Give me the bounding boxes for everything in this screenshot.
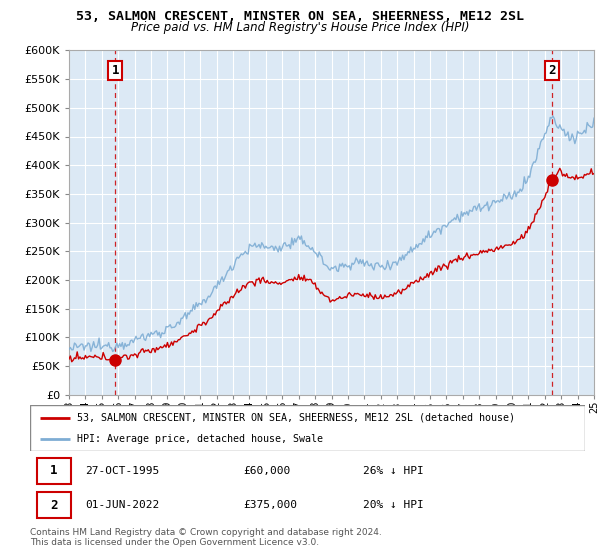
Text: 53, SALMON CRESCENT, MINSTER ON SEA, SHEERNESS, ME12 2SL: 53, SALMON CRESCENT, MINSTER ON SEA, SHE… <box>76 10 524 23</box>
Text: £375,000: £375,000 <box>244 500 298 510</box>
Text: 2: 2 <box>548 64 556 77</box>
Bar <box>37 458 71 484</box>
Text: 20% ↓ HPI: 20% ↓ HPI <box>363 500 424 510</box>
Text: 27-OCT-1995: 27-OCT-1995 <box>86 466 160 476</box>
Text: 2: 2 <box>50 498 58 511</box>
Text: Price paid vs. HM Land Registry's House Price Index (HPI): Price paid vs. HM Land Registry's House … <box>131 21 469 34</box>
Bar <box>37 492 71 518</box>
Text: Contains HM Land Registry data © Crown copyright and database right 2024.
This d: Contains HM Land Registry data © Crown c… <box>30 528 382 547</box>
Text: £60,000: £60,000 <box>244 466 291 476</box>
Text: 26% ↓ HPI: 26% ↓ HPI <box>363 466 424 476</box>
Text: 53, SALMON CRESCENT, MINSTER ON SEA, SHEERNESS, ME12 2SL (detached house): 53, SALMON CRESCENT, MINSTER ON SEA, SHE… <box>77 413 515 423</box>
Text: 1: 1 <box>50 464 58 477</box>
Text: 01-JUN-2022: 01-JUN-2022 <box>86 500 160 510</box>
Text: 1: 1 <box>112 64 119 77</box>
Text: HPI: Average price, detached house, Swale: HPI: Average price, detached house, Swal… <box>77 434 323 444</box>
